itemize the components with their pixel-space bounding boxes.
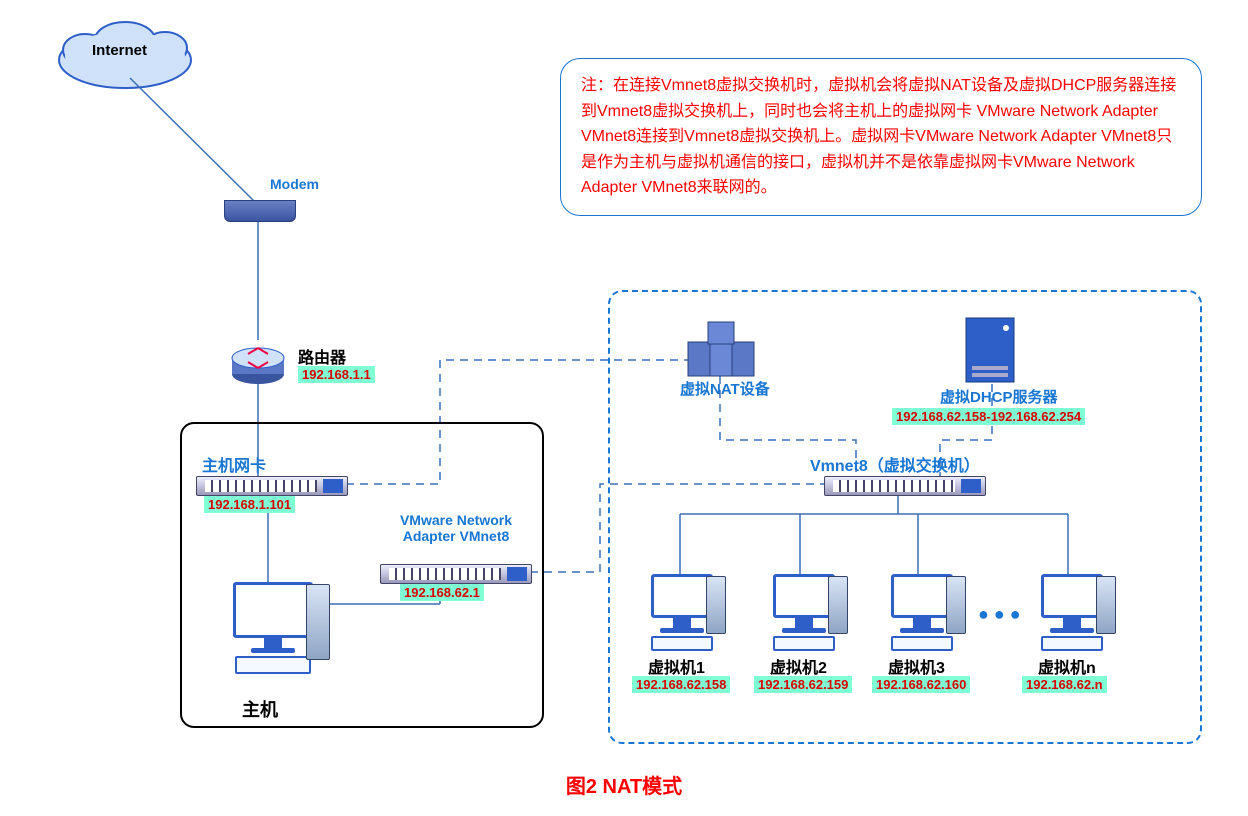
vm-ip: 192.168.62.160 <box>872 676 970 693</box>
vm-pc-icon <box>640 574 724 664</box>
router-ip: 192.168.1.1 <box>298 366 375 383</box>
vmnet-adapter-icon <box>380 564 532 584</box>
host-nic-icon <box>196 476 348 496</box>
dhcp-range: 192.168.62.158-192.168.62.254 <box>892 408 1085 425</box>
vswitch-icon <box>824 476 986 496</box>
vswitch-label: Vmnet8（虚拟交换机） <box>810 452 980 476</box>
vm-name: 虚拟机2 <box>770 654 827 678</box>
vm-name: 虚拟机n <box>1038 654 1096 678</box>
vm-ip: 192.168.62.n <box>1022 676 1107 693</box>
vm-pc-icon <box>880 574 964 664</box>
vm-ellipsis: ● ● ● <box>978 604 1021 625</box>
host-pc-icon <box>218 582 328 692</box>
vm-name: 虚拟机1 <box>648 654 705 678</box>
router-label: 路由器 <box>298 344 346 368</box>
vm-pc-icon <box>1030 574 1114 664</box>
vm-ip: 192.168.62.158 <box>632 676 730 693</box>
vm-ip: 192.168.62.159 <box>754 676 852 693</box>
nat-label: 虚拟NAT设备 <box>680 378 770 399</box>
modem-icon <box>224 200 296 222</box>
figure-caption: 图2 NAT模式 <box>0 770 1248 799</box>
note-box: 注：在连接Vmnet8虚拟交换机时，虚拟机会将虚拟NAT设备及虚拟DHCP服务器… <box>560 58 1202 216</box>
host-nic-ip: 192.168.1.101 <box>204 496 295 513</box>
vm-name: 虚拟机3 <box>888 654 945 678</box>
modem-label: Modem <box>270 176 319 192</box>
dhcp-label: 虚拟DHCP服务器 <box>940 386 1058 407</box>
vmnet-adapter-ip: 192.168.62.1 <box>400 584 484 601</box>
vmnet-adapter-label: VMware NetworkAdapter VMnet8 <box>376 512 536 544</box>
vm-pc-icon <box>762 574 846 664</box>
internet-label: Internet <box>92 42 147 59</box>
host-nic-label: 主机网卡 <box>202 452 266 476</box>
host-label: 主机 <box>242 696 278 722</box>
